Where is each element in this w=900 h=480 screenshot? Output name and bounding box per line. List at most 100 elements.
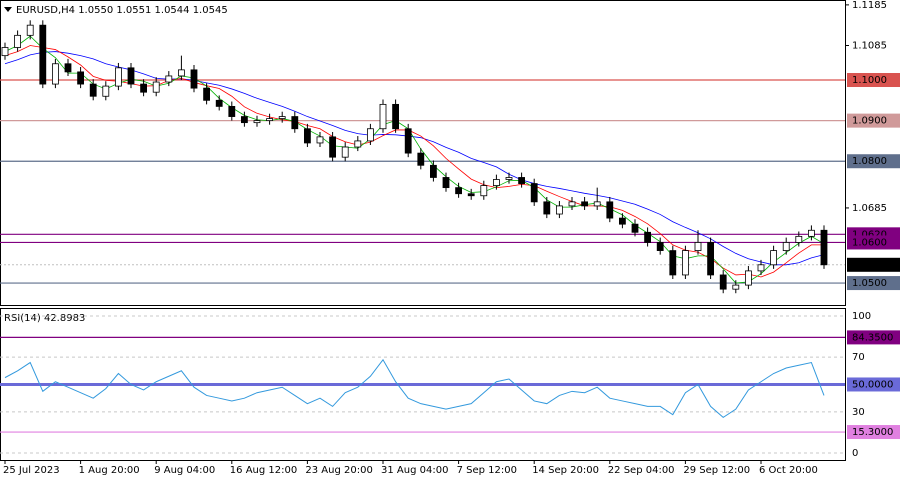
level-label: 15.3000	[852, 427, 893, 438]
candle-body	[656, 242, 664, 251]
y-tick-label: 0	[852, 448, 858, 459]
x-tick-label: 7 Sep 12:00	[457, 465, 517, 476]
level-label-box	[847, 257, 900, 272]
candle-body	[228, 106, 236, 117]
level-label: 50.0000	[852, 379, 893, 390]
candle-body	[631, 223, 639, 233]
x-tick-label: 22 Sep 04:00	[608, 465, 675, 476]
level-label-box	[847, 377, 900, 392]
candle-body	[379, 103, 387, 130]
chart-title: EURUSD,H4 1.0550 1.0551 1.0544 1.0545	[16, 5, 228, 16]
level-label-box	[847, 276, 900, 291]
x-tick-label: 16 Aug 12:00	[230, 465, 297, 476]
level-label: 1.1000	[852, 75, 887, 86]
candle-body	[1, 47, 9, 57]
candle-body	[366, 128, 374, 142]
y-tick-label: 100	[852, 311, 871, 322]
candle-body	[354, 140, 362, 148]
candle-body	[26, 24, 34, 36]
candle-body	[303, 128, 311, 144]
rsi-line	[4, 358, 825, 418]
x-tick-label: 9 Aug 04:00	[154, 465, 215, 476]
candle-body	[644, 231, 651, 243]
candle-body	[606, 201, 614, 219]
candle-body	[291, 116, 299, 130]
x-tick-label: 29 Sep 12:00	[683, 465, 750, 476]
candle-body	[467, 193, 475, 197]
rsi-title: RSI(14) 42.8983	[4, 313, 85, 324]
candle-body	[556, 205, 563, 215]
y-tick-label: 1.1085	[852, 40, 887, 51]
candle-body	[404, 128, 412, 154]
x-tick-label: 31 Aug 04:00	[381, 465, 448, 476]
candle-body	[52, 63, 59, 85]
x-tick-label: 14 Sep 20:00	[532, 465, 599, 476]
level-label: 84.3500	[852, 332, 893, 343]
candle-body	[719, 274, 727, 290]
candle-body	[770, 250, 777, 266]
candle-body	[669, 250, 677, 276]
level-label-box	[847, 235, 900, 250]
price-panel	[0, 0, 846, 306]
level-label: 1.0500	[852, 278, 887, 289]
x-tick-label: 25 Jul 2023	[3, 465, 60, 476]
candle-body	[127, 67, 135, 85]
candle-body	[694, 242, 702, 251]
level-label: 1.0600	[852, 237, 887, 248]
candle-body	[266, 118, 274, 122]
candle-body	[253, 120, 261, 124]
candle-body	[593, 201, 601, 207]
candle-body	[568, 201, 576, 207]
level-label: 1.0900	[852, 116, 887, 127]
x-tick-label: 6 Oct 20:00	[759, 465, 818, 476]
candle-body	[581, 201, 588, 207]
candle-body	[442, 177, 450, 189]
level-label-box	[847, 330, 900, 345]
candle-body	[543, 201, 551, 215]
level-label: 1.0620	[852, 229, 887, 240]
candle-body	[39, 24, 47, 85]
candle-body	[682, 250, 689, 276]
candle-body	[782, 242, 790, 251]
candle-body	[480, 185, 488, 197]
candle-body	[732, 284, 740, 290]
candle-body	[619, 217, 626, 225]
candle-body	[795, 235, 803, 243]
candle-body	[152, 81, 160, 93]
candle-body	[707, 242, 714, 276]
candle-body	[14, 34, 22, 48]
candle-body	[215, 99, 223, 107]
candle-body	[392, 103, 400, 130]
candle-body	[102, 85, 110, 97]
candle-body	[140, 83, 148, 93]
candle-body	[278, 116, 286, 119]
candle-body	[429, 164, 437, 178]
level-label-box	[847, 73, 900, 88]
menu-arrow[interactable]	[4, 7, 12, 12]
candle-body	[518, 177, 525, 184]
candle-body	[808, 229, 815, 237]
x-tick-label: 1 Aug 20:00	[79, 465, 140, 476]
candle-body	[190, 69, 198, 89]
moving-average	[4, 51, 825, 266]
candle-body	[417, 152, 425, 166]
candle-body	[530, 183, 538, 203]
candle-body	[115, 67, 122, 87]
level-label-box	[847, 425, 900, 440]
candle-body	[455, 187, 463, 195]
candle-body	[165, 75, 173, 83]
candle-body	[316, 136, 324, 144]
level-label: 1.0545	[852, 260, 887, 271]
level-label-box	[847, 113, 900, 128]
candle-body	[341, 146, 349, 158]
level-label: 1.0800	[852, 156, 887, 167]
candle-body	[89, 83, 97, 97]
candle-body	[745, 270, 752, 286]
candle-body	[820, 229, 828, 266]
y-tick-label: 1.0685	[852, 203, 887, 214]
candle-body	[64, 63, 72, 73]
candle-body	[329, 136, 337, 158]
candle-body	[177, 69, 185, 77]
candle-body	[757, 264, 765, 272]
